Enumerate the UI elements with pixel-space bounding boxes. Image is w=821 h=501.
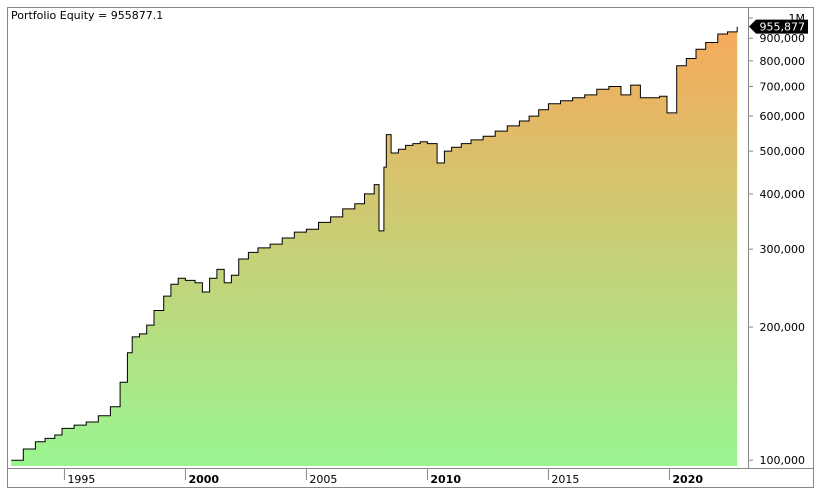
x-tick-label: 2005 (309, 473, 337, 486)
y-tick-label: 700,000 (760, 80, 806, 93)
y-tick-label: 800,000 (760, 55, 806, 68)
y-tick-label: 300,000 (760, 243, 806, 256)
last-value-badge-shape (749, 19, 808, 34)
last-value-label: 955,877 (760, 21, 806, 34)
x-tick-label: 2015 (551, 473, 579, 486)
y-tick-label: 400,000 (760, 188, 806, 201)
y-tick-label: 200,000 (760, 321, 806, 334)
y-tick-label: 600,000 (760, 110, 806, 123)
y-tick-label: 500,000 (760, 145, 806, 158)
equity-area (11, 26, 738, 466)
x-tick-label: 1995 (67, 473, 95, 486)
equity-line-layer (11, 26, 738, 461)
y-tick-label: 900,000 (760, 32, 806, 45)
x-axis-ticks: 1995 2000 2005 2010 2015 2020 (63, 469, 703, 486)
equity-line (11, 26, 738, 461)
chart-title: Portfolio Equity = 955877.1 (11, 9, 163, 22)
x-tick-label: 2020 (672, 473, 703, 486)
y-tick-label: 100,000 (760, 454, 806, 467)
x-tick-label: 2010 (430, 473, 461, 486)
x-tick-label: 2000 (188, 473, 219, 486)
last-value-badge: 955,877 (749, 19, 808, 34)
equity-area-layer (11, 26, 738, 466)
